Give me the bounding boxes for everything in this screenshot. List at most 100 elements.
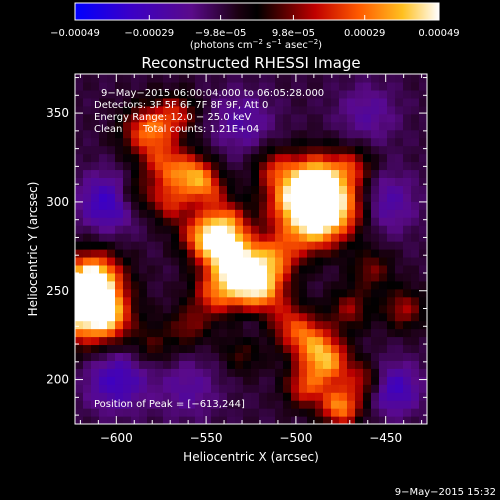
heatmap-cell <box>235 328 244 338</box>
heatmap-cell <box>171 121 180 131</box>
heatmap-cell <box>379 296 388 306</box>
heatmap-cell <box>99 137 108 147</box>
heatmap-cell <box>75 153 84 163</box>
heatmap-cell <box>395 129 404 139</box>
heatmap-cell <box>371 272 380 282</box>
heatmap-cell <box>251 392 260 401</box>
heatmap-cell <box>163 360 172 369</box>
heatmap-cell <box>387 74 396 83</box>
heatmap-cell <box>419 129 427 139</box>
heatmap-cell <box>179 185 188 194</box>
heatmap-cell <box>379 185 388 194</box>
heatmap-cell <box>107 344 116 353</box>
heatmap-cell <box>347 288 356 298</box>
heatmap-cell <box>379 89 388 99</box>
heatmap-cell <box>99 344 108 353</box>
heatmap-cell <box>411 249 420 258</box>
heatmap-cell <box>123 161 132 171</box>
heatmap-cell <box>99 241 108 250</box>
heatmap-cell <box>411 201 420 210</box>
heatmap-cell <box>419 288 427 298</box>
heatmap-cell <box>251 352 260 361</box>
heatmap-cell <box>363 320 372 330</box>
heatmap-cell <box>275 304 284 314</box>
heatmap-cell <box>379 193 388 202</box>
heatmap-cell <box>395 360 404 369</box>
heatmap-cell <box>419 241 427 250</box>
heatmap-cell <box>371 241 380 250</box>
heatmap-cell <box>403 153 412 163</box>
heatmap-cell <box>299 368 308 377</box>
heatmap-cell <box>259 272 268 282</box>
heatmap-cell <box>323 113 332 123</box>
heatmap-cell <box>83 161 92 171</box>
heatmap-cell <box>147 145 156 155</box>
heatmap-cell <box>139 376 148 385</box>
heatmap-cell <box>323 201 332 210</box>
heatmap-cell <box>251 113 260 123</box>
heatmap-cell <box>139 264 148 274</box>
heatmap-cell <box>395 185 404 194</box>
heatmap-cell <box>235 344 244 353</box>
heatmap-cell <box>395 384 404 393</box>
heatmap-cell <box>83 233 92 242</box>
heatmap-cell <box>139 241 148 250</box>
heatmap-cell <box>411 392 420 401</box>
heatmap-cell <box>171 272 180 282</box>
heatmap-cell <box>323 376 332 385</box>
colorbar-gradient <box>75 3 439 20</box>
heatmap-cell <box>347 233 356 242</box>
heatmap-cell <box>323 368 332 377</box>
heatmap-cell <box>107 233 116 242</box>
heatmap-cell <box>363 288 372 298</box>
heatmap-cell <box>219 280 228 290</box>
heatmap-cell <box>339 328 348 338</box>
heatmap-cell <box>395 89 404 99</box>
heatmap-cell <box>283 153 292 163</box>
heatmap-cell <box>203 264 212 274</box>
heatmap-cell <box>83 137 92 147</box>
heatmap-cell <box>187 137 196 147</box>
heatmap-cell <box>219 328 228 338</box>
heatmap-cell <box>323 328 332 338</box>
heatmap-cell <box>195 121 204 131</box>
heatmap-cell <box>291 280 300 290</box>
heatmap-cell <box>387 352 396 361</box>
heatmap-cell <box>155 169 164 178</box>
heatmap-cell <box>363 161 372 171</box>
heatmap-cell <box>219 296 228 306</box>
heatmap-cell <box>339 392 348 401</box>
heatmap-cell <box>331 288 340 298</box>
heatmap-cell <box>347 225 356 234</box>
heatmap-cell <box>195 264 204 274</box>
heatmap-cell <box>211 121 220 131</box>
heatmap-cell <box>155 408 164 417</box>
heatmap-cell <box>403 201 412 210</box>
heatmap-cell <box>211 129 220 139</box>
heatmap-cell <box>259 264 268 274</box>
heatmap-cell <box>107 336 116 346</box>
heatmap-cell <box>419 328 427 338</box>
heatmap-cell <box>83 113 92 123</box>
heatmap-cell <box>179 249 188 258</box>
heatmap-cell <box>83 129 92 139</box>
heatmap-cell <box>387 288 396 298</box>
heatmap-cell <box>139 217 148 226</box>
heatmap-cell <box>211 201 220 210</box>
heatmap-cell <box>171 217 180 226</box>
heatmap-cell <box>107 264 116 274</box>
annotation-peak: Position of Peak = [−613,244] <box>94 399 245 410</box>
heatmap-cell <box>147 296 156 306</box>
heatmap-cell <box>299 209 308 218</box>
heatmap-cell <box>235 320 244 330</box>
heatmap-cell <box>371 209 380 218</box>
heatmap-cell <box>363 145 372 155</box>
heatmap-cell <box>387 384 396 393</box>
heatmap-cell <box>387 185 396 194</box>
heatmap-cell <box>395 416 404 424</box>
heatmap-cell <box>275 256 284 266</box>
heatmap-cell <box>179 145 188 155</box>
heatmap-cell <box>131 177 140 186</box>
heatmap-cell <box>347 145 356 155</box>
heatmap-cell <box>115 288 124 298</box>
